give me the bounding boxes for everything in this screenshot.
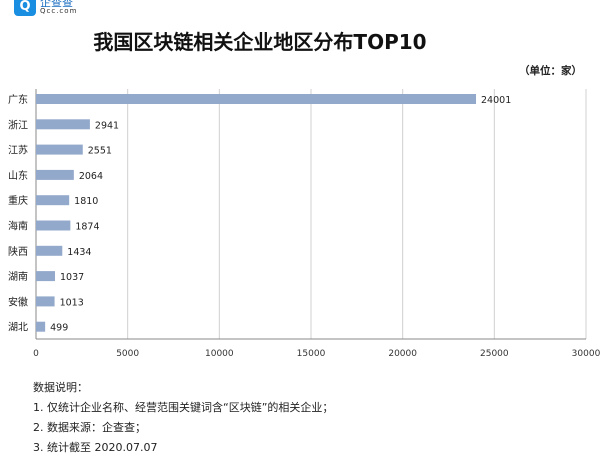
bar (36, 195, 70, 206)
bar (36, 119, 90, 130)
qcc-logo-icon: Q (14, 0, 36, 16)
category-label: 湖北 (8, 322, 28, 334)
x-tick-label: 15000 (297, 349, 326, 359)
x-tick-label: 30000 (572, 349, 600, 359)
note-line: 2. 数据来源：企查查； (33, 421, 146, 434)
data-label: 2064 (79, 171, 103, 182)
category-label: 广东 (8, 93, 28, 106)
data-label: 2941 (95, 120, 119, 131)
category-label: 浙江 (8, 119, 28, 131)
data-label: 2551 (88, 146, 112, 157)
notes: 数据说明： 1. 仅统计企业名称、经营范围关键词含“区块链”的相关企业； 2. … (33, 378, 333, 458)
x-tick-label: 0 (33, 349, 39, 359)
x-tick-label: 20000 (388, 349, 417, 359)
note-line: 1. 仅统计企业名称、经营范围关键词含“区块链”的相关企业； (33, 401, 334, 414)
unit-label: （单位：家） (519, 65, 582, 77)
note-line: 数据说明： (33, 381, 88, 394)
category-label: 安徽 (8, 295, 28, 308)
data-label: 1037 (60, 272, 84, 283)
data-label: 1810 (74, 196, 98, 207)
category-label: 湖南 (8, 270, 28, 283)
x-tick-label: 25000 (480, 349, 509, 359)
bar (36, 220, 71, 231)
bar (36, 169, 74, 180)
data-label: 1434 (67, 247, 91, 258)
x-tick-label: 10000 (205, 349, 234, 359)
data-label: 1013 (60, 297, 84, 308)
bar (36, 321, 46, 332)
category-label: 江苏 (8, 144, 28, 157)
data-label: 499 (50, 323, 68, 334)
bar-chart: 0 5000 10000 15000 20000 25000 30000 广东 24001 浙江 2… (8, 89, 600, 359)
chart-title: 我国区块链相关企业地区分布TOP10 (93, 30, 427, 54)
bar (36, 271, 56, 282)
category-label: 陕西 (8, 245, 28, 258)
note-line: 3. 统计截至 2020.07.07 (33, 441, 158, 454)
logo-domain: Qcc.com (40, 7, 78, 15)
category-label: 重庆 (8, 194, 28, 207)
logo: Q 企查查 Qcc.com (14, 0, 77, 16)
bar (36, 144, 83, 155)
logo-name: 企查查 (40, 0, 73, 9)
bar (36, 94, 477, 104)
data-label: 1874 (75, 222, 99, 233)
category-label: 海南 (8, 220, 28, 233)
bar (36, 296, 55, 307)
x-tick-label: 5000 (116, 349, 139, 359)
category-label: 山东 (8, 169, 28, 182)
data-label: 24001 (481, 95, 511, 106)
bar (36, 245, 63, 256)
